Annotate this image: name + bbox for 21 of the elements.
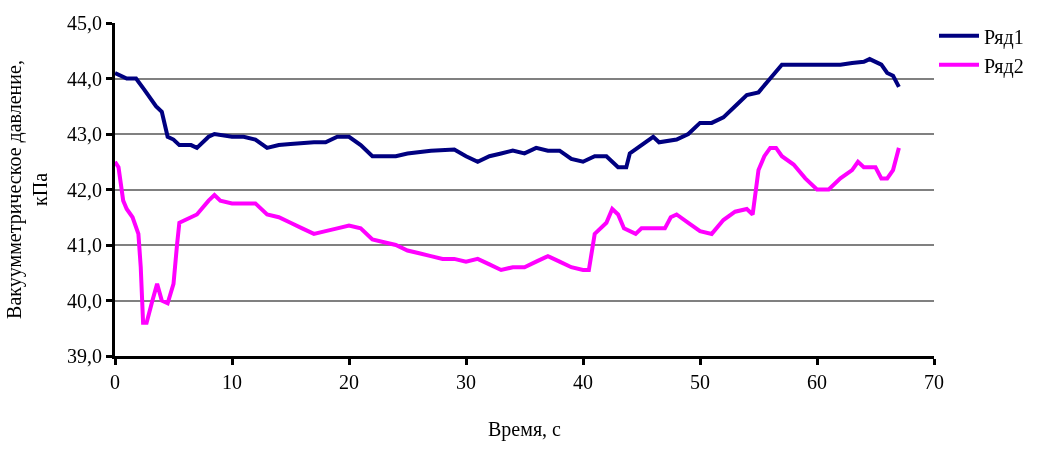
y-tick-label: 45,0	[67, 12, 102, 34]
y-tick-label: 41,0	[67, 234, 102, 256]
x-tick-label: 20	[339, 371, 359, 393]
y-tick-label: 39,0	[67, 345, 102, 367]
y-tick-label: 43,0	[67, 123, 102, 145]
x-tick-label: 50	[690, 371, 710, 393]
line-series	[115, 57, 901, 170]
x-axis-title: Время, с	[488, 417, 562, 441]
x-tick-label: 0	[110, 371, 120, 393]
line-series	[115, 145, 901, 325]
x-tick-label: 60	[807, 371, 827, 393]
y-tick-label: 42,0	[67, 178, 102, 201]
x-tick-label: 40	[573, 371, 593, 393]
x-tick-label: 70	[924, 371, 944, 393]
legend-label: Ряд2	[984, 54, 1024, 78]
y-axis-title: Вакуумметрическое давление, кПа	[2, 60, 51, 319]
x-tick-label: 30	[456, 371, 476, 393]
y-tick-label: 40,0	[67, 289, 102, 312]
x-tick-label: 10	[222, 371, 242, 393]
legend-label: Ряд1	[984, 25, 1024, 49]
y-tick-label: 44,0	[67, 67, 102, 90]
